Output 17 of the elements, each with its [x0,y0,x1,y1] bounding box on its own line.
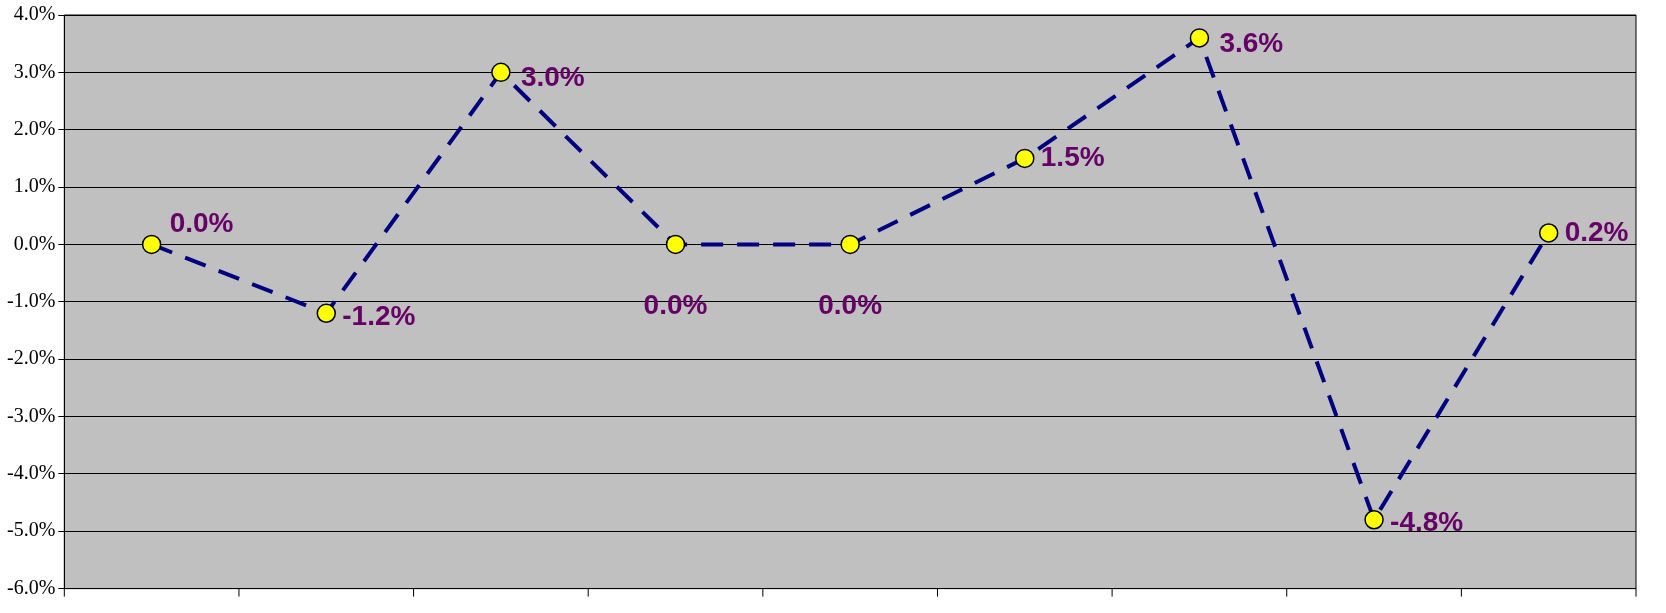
y-tick-label: 3.0% [13,59,56,82]
data-label: -4.8% [1390,506,1464,538]
y-tick-label: 2.0% [13,116,56,139]
data-label: 1.5% [1040,141,1105,173]
y-tick-label: 1.0% [13,174,56,197]
data-label: -1.2% [342,299,416,331]
data-label: 3.6% [1219,26,1284,58]
y-tick-label: 4.0% [13,2,56,25]
y-tick-label: -4.0% [6,461,56,484]
y-tick-label: -3.0% [6,403,56,426]
data-label: 0.2% [1564,215,1629,247]
data-label: 0.0% [169,207,234,239]
y-tick-label: -1.0% [6,289,56,312]
y-tick-label: -6.0% [6,575,56,598]
y-tick-label: -5.0% [6,518,56,541]
y-tick-label: -2.0% [6,346,56,369]
y-tick-label: 0.0% [13,231,56,254]
